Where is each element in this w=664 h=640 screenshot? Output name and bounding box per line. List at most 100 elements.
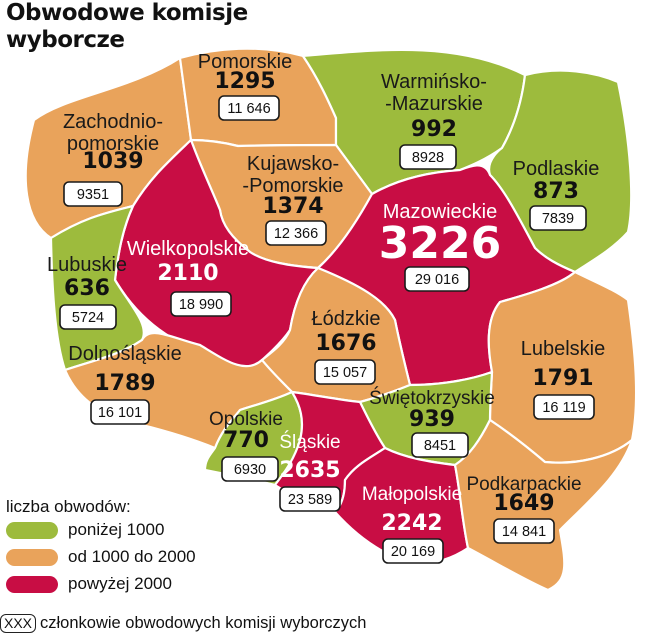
komisja-box (170, 291, 232, 317)
region-name: Pomorskie (198, 51, 292, 73)
komisja-count: 15 057 (323, 365, 367, 381)
region-name: pomorskie (67, 133, 159, 155)
region-name: Podkarpackie (466, 474, 581, 495)
obwody-count: 770 (223, 428, 269, 453)
legend-title: liczba obwodów: (6, 497, 131, 516)
komisja-count: 11 646 (227, 101, 270, 117)
komisja-count: 5724 (72, 310, 104, 326)
komisja-count: 29 016 (415, 272, 459, 288)
region-name: Podlaskie (513, 158, 600, 180)
region-label-dolnoslaskie: Dolnośląskie 1789 16 101 (68, 343, 182, 425)
region-label-malopolskie: Małopolskie 2242 20 169 (362, 484, 462, 564)
komisja-box (382, 538, 444, 564)
region-name: Opolskie (209, 409, 283, 430)
footnote-sample-box: XXX (0, 614, 37, 633)
obwody-count: 2110 (157, 261, 218, 286)
region-warminsko-mazurskie (301, 48, 527, 196)
region-name: Kujawsko- (247, 153, 339, 175)
obwody-count: 1649 (493, 491, 554, 516)
legend-swatch-high (6, 575, 58, 593)
obwody-count: 1791 (532, 366, 593, 391)
region-name: -Mazurskie (385, 93, 483, 115)
legend-item-high: powyżej 2000 (6, 573, 172, 595)
region-name: -Pomorskie (242, 175, 343, 197)
region-name: Świętokrzyskie (369, 387, 495, 409)
legend-label-high: powyżej 2000 (68, 574, 172, 593)
legend-label-low: poniżej 1000 (68, 520, 165, 539)
obwody-count: 1789 (94, 371, 155, 396)
komisja-box (279, 486, 341, 512)
obwody-count: 3226 (379, 218, 501, 269)
title-line-2: wyborcze (6, 27, 125, 53)
komisja-count: 9351 (77, 187, 109, 203)
region-name: Lubuskie (47, 254, 127, 276)
legend-label-mid: od 1000 do 2000 (68, 547, 196, 566)
region-name: Zachodnio- (63, 111, 163, 133)
komisja-count: 8928 (412, 150, 444, 166)
komisja-count: 14 841 (502, 524, 546, 540)
komisja-box (265, 220, 327, 246)
komisja-box (90, 399, 150, 425)
obwody-count: 1676 (315, 331, 376, 356)
komisja-box (221, 456, 279, 482)
komisja-count: 23 589 (288, 492, 332, 508)
komisja-box (404, 266, 470, 292)
komisja-count: 8451 (424, 438, 456, 454)
komisja-box (529, 205, 587, 231)
title-line-1: Obwodowe komisje (6, 0, 248, 26)
obwody-count: 873 (533, 179, 579, 204)
komisja-box (533, 394, 595, 420)
obwody-count: 1374 (262, 194, 323, 219)
footnote: XXX członkowie obwodowych komisji wyborc… (0, 614, 366, 633)
komisja-count: 16 119 (542, 400, 585, 416)
region-name: Łódzkie (312, 308, 381, 330)
komisja-count: 18 990 (179, 297, 223, 313)
komisja-box (411, 432, 469, 458)
footnote-text: członkowie obwodowych komisji wyborczych (40, 614, 367, 632)
legend-swatch-mid (6, 548, 58, 566)
komisja-count: 6930 (234, 462, 266, 478)
legend-item-mid: od 1000 do 2000 (6, 546, 196, 568)
komisja-box (59, 304, 117, 330)
region-name: Śląskie (279, 431, 340, 453)
region-podkarpackie (453, 418, 634, 592)
legend-swatch-low (6, 521, 58, 539)
obwody-count: 992 (411, 117, 457, 142)
region-name: Mazowieckie (383, 201, 497, 223)
komisja-box (314, 359, 376, 385)
region-label-lubelskie: Lubelskie 1791 16 119 (521, 338, 606, 420)
region-label-slaskie: Śląskie 2635 23 589 (279, 431, 341, 512)
komisja-count: 7839 (542, 211, 574, 227)
region-name: Wielkopolskie (127, 238, 249, 260)
page-title: Obwodowe komisje wyborcze (6, 0, 248, 54)
region-name: Małopolskie (362, 484, 462, 505)
komisja-box (63, 181, 123, 207)
obwody-count: 2242 (381, 511, 442, 536)
region-name: Warmińsko- (381, 71, 487, 93)
obwody-count: 939 (409, 407, 455, 432)
komisja-box (218, 95, 280, 121)
komisja-count: 20 169 (391, 544, 435, 560)
obwody-count: 1039 (82, 149, 143, 174)
obwody-count: 636 (64, 276, 110, 301)
komisja-box (399, 144, 457, 170)
region-name: Dolnośląskie (68, 343, 181, 365)
obwody-count: 1295 (214, 69, 275, 94)
obwody-count: 2635 (279, 458, 340, 483)
legend-item-low: poniżej 1000 (6, 519, 164, 541)
region-name: Lubelskie (521, 338, 606, 360)
